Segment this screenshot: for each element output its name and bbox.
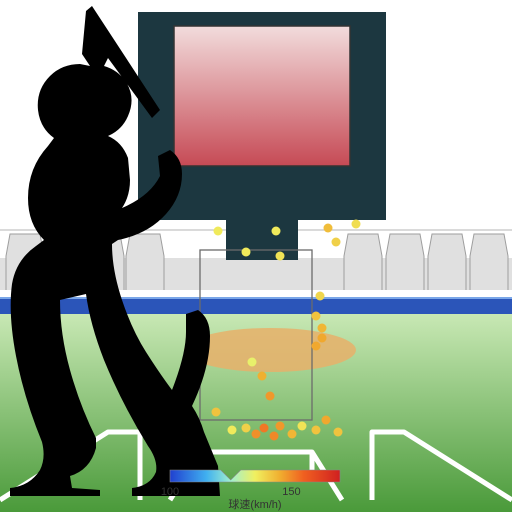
- colorbar-tick-100: 100: [161, 486, 179, 498]
- pitch-point-5: [242, 248, 251, 257]
- scoreboard-screen: [174, 26, 350, 166]
- pitch-point-23: [298, 422, 307, 431]
- pitch-point-19: [260, 424, 269, 433]
- pitch-point-13: [258, 372, 267, 381]
- pitch-point-7: [316, 292, 325, 301]
- pitch-point-14: [266, 392, 275, 401]
- pitch-point-3: [352, 220, 361, 229]
- pitch-point-20: [270, 432, 279, 441]
- pitch-point-24: [312, 426, 321, 435]
- pitch-point-15: [212, 408, 221, 417]
- pitch-point-16: [228, 426, 237, 435]
- pitch-point-18: [252, 430, 261, 439]
- pitch-point-12: [248, 358, 257, 367]
- pitch-point-26: [334, 428, 343, 437]
- pitch-point-21: [276, 422, 285, 431]
- pitch-point-8: [312, 312, 321, 321]
- pitch-point-1: [272, 227, 281, 236]
- pitch-point-17: [242, 424, 251, 433]
- colorbar: [170, 470, 340, 482]
- pitch-point-11: [312, 342, 321, 351]
- pitch-point-6: [276, 252, 285, 261]
- pitch-point-22: [288, 430, 297, 439]
- stand-panel-right-2: [428, 234, 466, 290]
- pitch-point-0: [214, 227, 223, 236]
- stand-panel-right-3: [470, 234, 508, 290]
- pitch-point-4: [332, 238, 341, 247]
- colorbar-label: 球速(km/h): [228, 497, 281, 511]
- colorbar-tick-150: 150: [282, 486, 300, 498]
- pitch-point-9: [318, 324, 327, 333]
- pitch-point-25: [322, 416, 331, 425]
- scoreboard-neck: [226, 220, 298, 260]
- pitch-chart: 100 150球速(km/h): [0, 0, 512, 512]
- outfield-wall: [0, 298, 512, 314]
- stand-panel-right-1: [386, 234, 424, 290]
- pitch-point-10: [318, 334, 327, 343]
- pitch-point-2: [324, 224, 333, 233]
- stand-panel-left-3: [126, 234, 164, 290]
- stand-panel-right-0: [344, 234, 382, 290]
